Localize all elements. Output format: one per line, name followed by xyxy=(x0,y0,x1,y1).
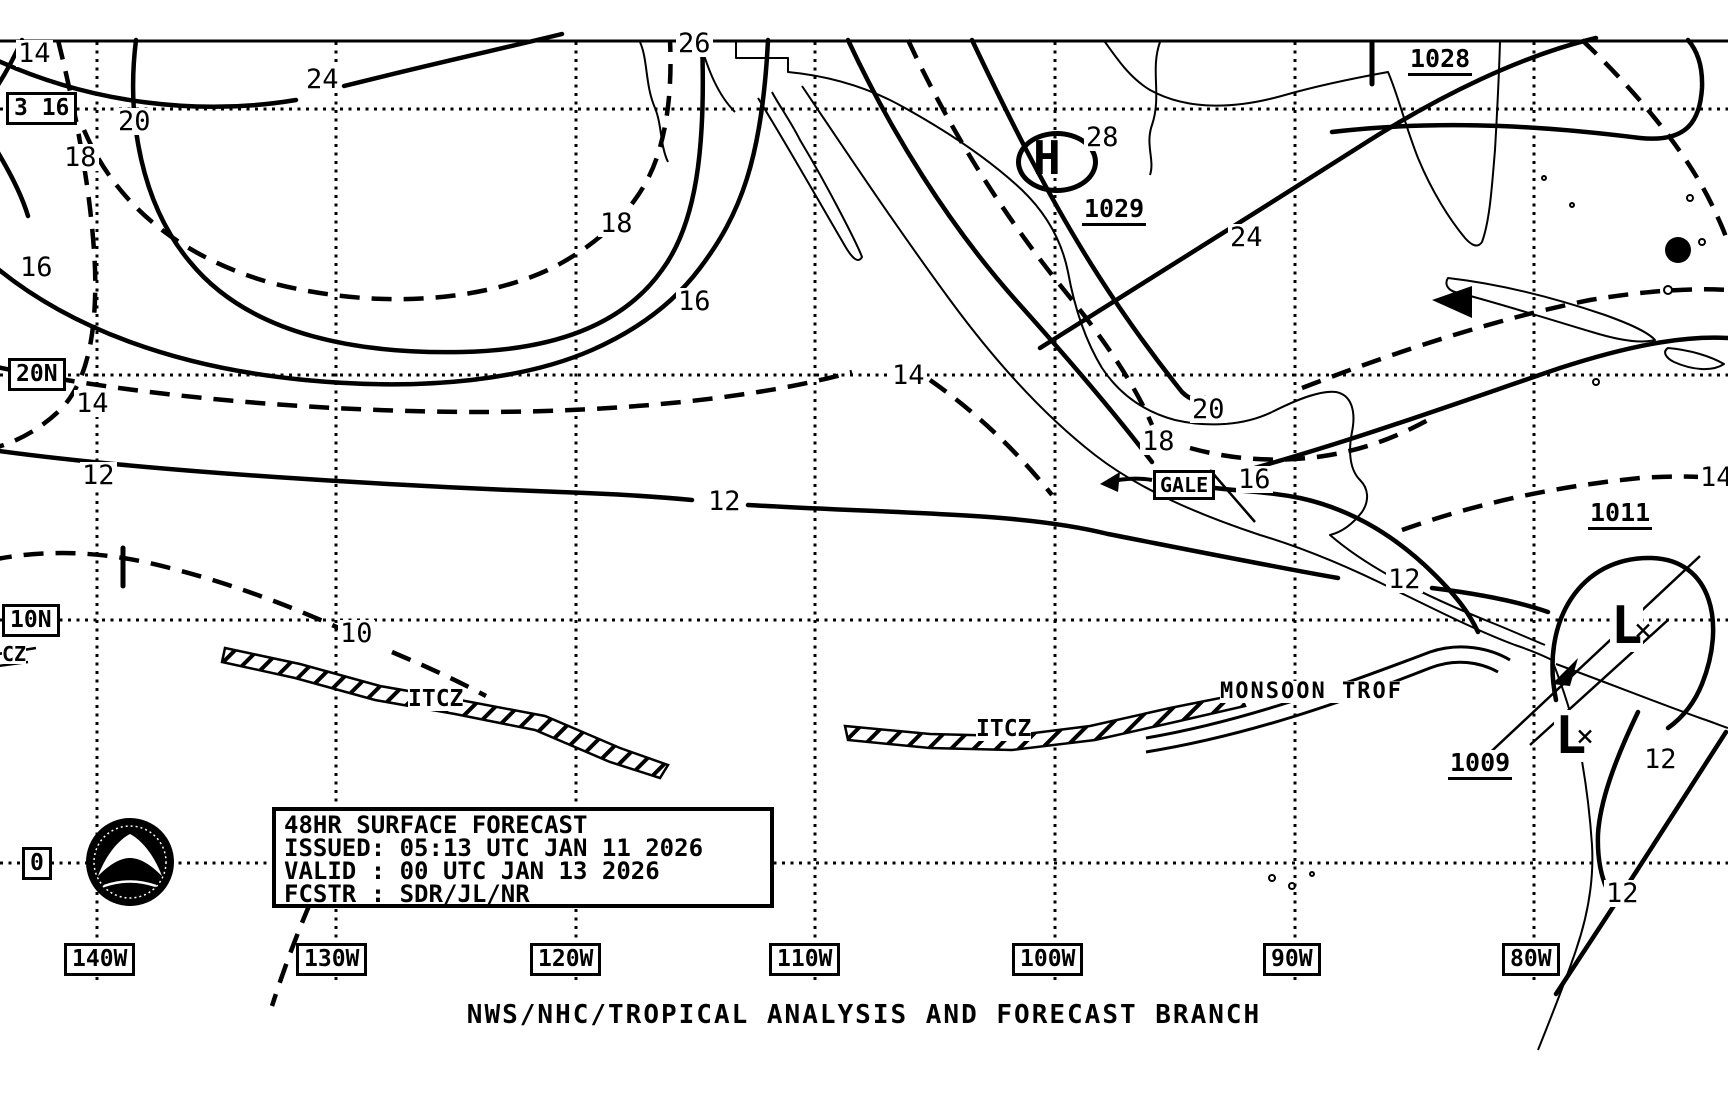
itcz-edge-label: CZ xyxy=(2,642,27,666)
isopleth-label: 12 xyxy=(1386,564,1423,595)
gale-wind-arrowhead xyxy=(1100,472,1120,492)
isopleth-label: 12 xyxy=(706,486,743,517)
isopleth-label: 14 xyxy=(16,38,53,69)
monsoon-trough-label: MONSOON TROF xyxy=(1220,679,1403,704)
isopleth-label: 14 xyxy=(1698,464,1728,491)
high-symbol: H xyxy=(1033,131,1061,185)
forecast-forecaster: FCSTR : SDR/JL/NR xyxy=(284,880,530,908)
noaa-logo xyxy=(86,818,174,906)
lat-label-30n: 3 16 xyxy=(6,92,78,125)
isopleth-label: 20 xyxy=(1190,394,1227,425)
isopleth-label: 12 xyxy=(1642,744,1679,775)
isopleth-label: 20 xyxy=(116,106,153,137)
lon-label-120w: 120W xyxy=(530,943,602,976)
branch-caption: NWS/NHC/TROPICAL ANALYSIS AND FORECAST B… xyxy=(466,1000,1262,1030)
forecast-info-box: 48HR SURFACE FORECAST ISSUED: 05:13 UTC … xyxy=(272,807,774,908)
isopleth-label: 14 xyxy=(74,388,111,419)
lon-label-90w: 90W xyxy=(1263,943,1321,976)
lon-label-140w: 140W xyxy=(64,943,136,976)
low-center-cross-2: × xyxy=(1576,719,1595,754)
forecast-valid: VALID : 00 UTC JAN 13 2026 xyxy=(284,857,660,885)
lon-label-110w: 110W xyxy=(769,943,841,976)
pressure-value-label: 1009 xyxy=(1448,750,1513,780)
high-center-ring xyxy=(1016,131,1098,193)
lon-label-130w: 130W xyxy=(296,943,368,976)
isopleth-label: 18 xyxy=(62,142,99,173)
lat-label-20n: 20N xyxy=(8,358,66,391)
isopleth-label: 26 xyxy=(676,28,713,59)
isopleth-label: 18 xyxy=(1140,426,1177,457)
lat-label-10n: 10N xyxy=(2,604,60,637)
isopleth-label: 16 xyxy=(676,286,713,317)
isopleth-label: 10 xyxy=(338,618,375,649)
tropical-disturbance-dot xyxy=(1665,237,1691,263)
pressure-value-label: 1028 xyxy=(1408,46,1473,76)
front-lines xyxy=(1107,469,1701,763)
pressure-value-label: 1011 xyxy=(1588,500,1653,530)
coastlines xyxy=(639,41,1728,1051)
itcz-label-central: ITCZ xyxy=(976,716,1032,742)
itcz-bands xyxy=(0,646,1247,780)
isobar-lines-solid xyxy=(0,31,1728,997)
lat-label-0: 0 xyxy=(22,847,52,880)
low-center-cross: × xyxy=(1634,613,1653,648)
isopleth-label: 28 xyxy=(1084,122,1121,153)
gale-warning-box: GALE xyxy=(1153,470,1216,500)
isobar-lines-dashed xyxy=(0,38,1728,1007)
filled-symbols xyxy=(1100,237,1691,686)
isopleth-label: 12 xyxy=(80,460,117,491)
isopleth-label: 14 xyxy=(890,360,927,391)
isopleth-label: 24 xyxy=(1228,222,1265,253)
graticule xyxy=(0,42,1728,985)
isopleth-label: 12 xyxy=(1604,878,1641,909)
itcz-label-west: ITCZ xyxy=(408,686,464,712)
pressure-value-label: 1029 xyxy=(1082,196,1147,226)
isopleth-label: 16 xyxy=(1236,464,1273,495)
forecast-title: 48HR SURFACE FORECAST xyxy=(284,811,588,839)
isopleth-label: 18 xyxy=(598,208,635,239)
isopleth-label: 16 xyxy=(18,252,55,283)
isopleth-label: 24 xyxy=(304,64,341,95)
low-symbol-colombia: L xyxy=(1554,706,1588,766)
lon-label-80w: 80W xyxy=(1502,943,1560,976)
low-symbol-caribbean: L xyxy=(1610,596,1644,656)
forecast-issued: ISSUED: 05:13 UTC JAN 11 2026 xyxy=(284,834,704,862)
lon-label-100w: 100W xyxy=(1012,943,1084,976)
